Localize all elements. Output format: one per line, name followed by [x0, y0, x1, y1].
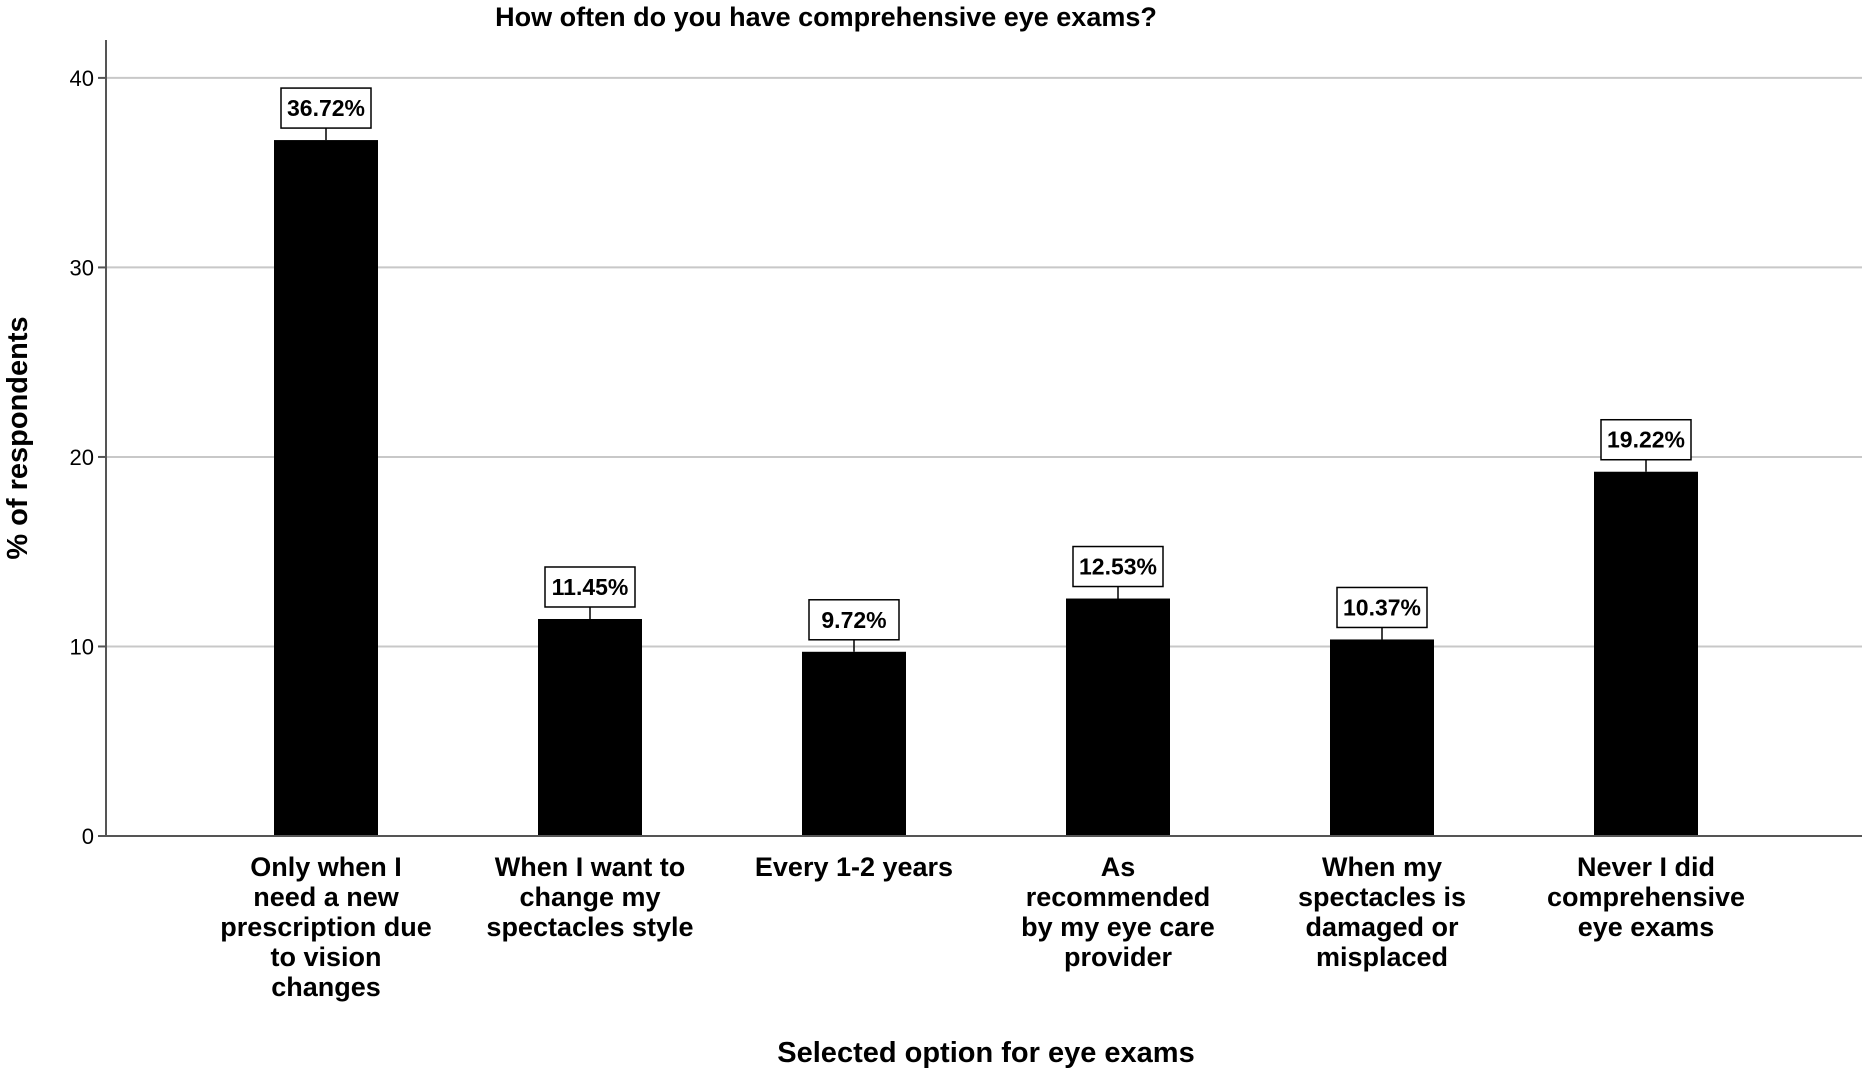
- data-label-box: [280, 87, 372, 129]
- y-tick-label: 40: [70, 66, 94, 91]
- data-label: 11.45%: [552, 574, 629, 600]
- y-axis-title: % of respondents: [2, 316, 34, 559]
- bar: [802, 651, 906, 836]
- bar: [1066, 598, 1170, 836]
- x-axis-title: Selected option for eye exams: [777, 1037, 1194, 1069]
- data-label-box: [1600, 418, 1692, 461]
- x-tick-label: When my spectacles is damaged or misplaced: [1298, 852, 1466, 972]
- data-label: 10.37%: [1343, 594, 1421, 620]
- data-label: 19.22%: [1607, 427, 1685, 453]
- bars: [274, 140, 1698, 836]
- y-tick-label: 0: [82, 824, 94, 849]
- bar: [538, 618, 642, 836]
- data-label: 12.53%: [1079, 554, 1157, 580]
- x-tick-label: As recommended by my eye care provider: [1021, 852, 1215, 972]
- data-labels: 36.72% 11.45% 9.72% 12.53% 10.37% 19.22%: [280, 87, 1692, 652]
- data-label-box: [544, 566, 636, 608]
- y-axis: 0 10 20 30 40: [70, 40, 107, 849]
- bar: [1594, 471, 1698, 836]
- y-tick-label: 20: [70, 445, 94, 470]
- bar: [1330, 639, 1434, 836]
- data-label-box: [1072, 545, 1164, 588]
- y-tick-label: 10: [70, 634, 94, 659]
- x-tick-label: Never I did comprehensive eye exams: [1547, 852, 1745, 942]
- chart-title: How often do you have comprehensive eye …: [495, 2, 1157, 32]
- x-tick-label: Every 1-2 years: [755, 852, 953, 882]
- gridlines: [106, 76, 1862, 648]
- x-tick-label: When I want to change my spectacles style: [486, 852, 693, 942]
- data-label-box: [1336, 586, 1428, 629]
- data-label: 9.72%: [821, 607, 886, 633]
- data-label-box: [808, 599, 900, 641]
- bar: [274, 140, 378, 836]
- data-label: 36.72%: [287, 95, 365, 121]
- y-tick-label: 30: [70, 255, 94, 280]
